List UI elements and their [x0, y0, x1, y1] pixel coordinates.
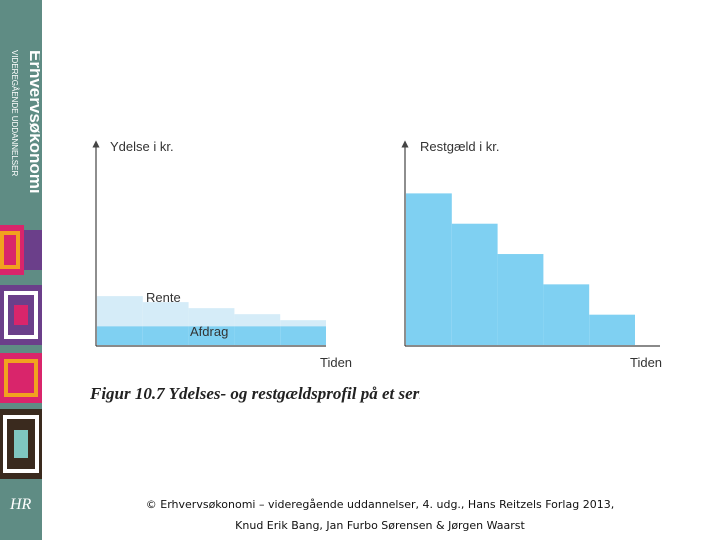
ydelse-chart: Ydelse i kr. Tiden Rente Afdrag — [92, 139, 352, 370]
bar-afdrag-2 — [142, 326, 189, 345]
footer: © Erhvervsøkonomi – videregående uddanne… — [120, 494, 640, 536]
decorative-pattern — [0, 225, 42, 479]
bar-series0-2 — [451, 223, 498, 345]
bar-rente-3 — [188, 308, 235, 327]
x-axis-label: Tiden — [630, 355, 662, 370]
pattern-block — [3, 415, 39, 473]
pattern-block — [4, 359, 38, 397]
brand-logo: Erhvervsøkonomi VIDEREGÅENDE UDDANNELSER — [10, 50, 40, 194]
series-label-afdrag: Afdrag — [190, 324, 228, 339]
restgaeld-chart: Restgæld i kr. Tiden — [401, 139, 662, 370]
bars — [97, 296, 326, 345]
pattern-block — [24, 230, 42, 270]
footer-line-2: Knud Erik Bang, Jan Furbo Sørensen & Jør… — [235, 519, 525, 532]
bar-rente-2 — [142, 302, 189, 327]
pattern-block — [14, 430, 28, 458]
bar-rente-5 — [280, 320, 326, 327]
bar-afdrag-3 — [188, 326, 235, 345]
bar-series0-1 — [406, 193, 452, 345]
bar-afdrag-1 — [97, 326, 143, 345]
figure-caption: Figur 10.7 Ydelses- og restgældsprofil p… — [90, 384, 420, 403]
y-axis-label: Restgæld i kr. — [420, 139, 499, 154]
publisher-logo: HR — [10, 496, 32, 513]
y-axis-label: Ydelse i kr. — [110, 139, 174, 154]
pattern-block — [4, 291, 38, 339]
x-axis-label: Tiden — [320, 355, 352, 370]
bar-series0-3 — [497, 254, 544, 345]
brand-title: Erhvervsøkonomi — [26, 50, 40, 194]
figure: Ydelse i kr. Tiden Rente Afdrag Restgæld… — [92, 139, 662, 370]
bar-series0-4 — [543, 284, 590, 345]
bar-series0-5 — [589, 314, 635, 345]
brand-subtitle: VIDEREGÅENDE UDDANNELSER — [10, 50, 19, 176]
pattern-block — [0, 231, 20, 269]
footer-line-1: © Erhvervsøkonomi – videregående uddanne… — [145, 498, 615, 511]
bar-afdrag-5 — [280, 326, 326, 345]
bars — [406, 193, 635, 345]
bar-rente-1 — [97, 296, 143, 327]
bar-afdrag-4 — [234, 326, 281, 345]
pattern-block — [14, 305, 28, 325]
sidebar: Erhvervsøkonomi VIDEREGÅENDE UDDANNELSER… — [0, 0, 42, 540]
series-label-rente: Rente — [146, 290, 181, 305]
bar-rente-4 — [234, 314, 281, 327]
